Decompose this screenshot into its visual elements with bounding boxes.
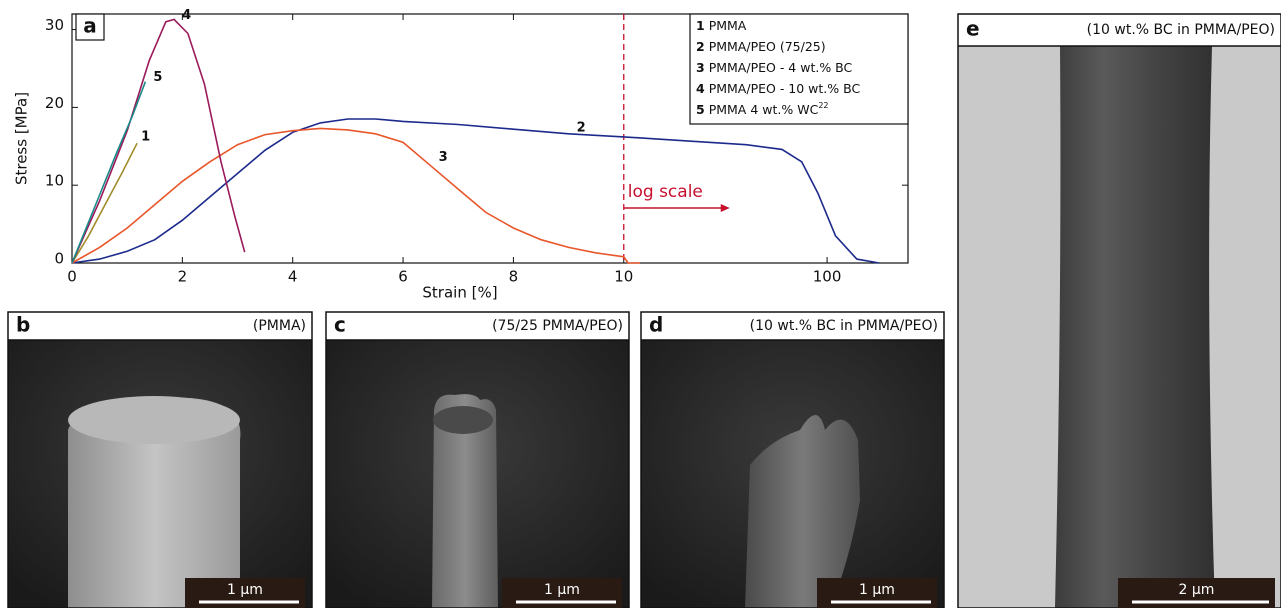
- legend-entry: 1 PMMA: [696, 18, 747, 33]
- legend-number: 1: [696, 18, 705, 33]
- x-tick-label: 0: [67, 268, 77, 286]
- image-e: [958, 46, 1281, 608]
- y-tick-label: 0: [54, 250, 64, 268]
- scale-label: 1 μm: [227, 582, 263, 598]
- x-tick-label: 8: [509, 268, 519, 286]
- series-line: [72, 128, 640, 263]
- log-scale-arrowhead: [721, 204, 730, 212]
- panel-title: (10 wt.% BC in PMMA/PEO): [750, 318, 938, 334]
- legend-name: PMMA/PEO - 10 wt.% BC: [709, 81, 861, 96]
- panel-title: (75/25 PMMA/PEO): [492, 318, 623, 334]
- legend-number: 4: [696, 81, 705, 96]
- y-axis-label: Stress [MPa]: [13, 92, 31, 185]
- x-tick-label: 100: [813, 268, 842, 286]
- panel-title: (PMMA): [253, 318, 306, 334]
- x-tick-label: 4: [288, 268, 298, 286]
- legend-entry: 4 PMMA/PEO - 10 wt.% BC: [696, 81, 860, 96]
- panel-letter: e: [966, 17, 980, 41]
- series-line: [72, 143, 137, 263]
- curve-label: 1: [141, 130, 150, 145]
- scale-label: 1 μm: [859, 582, 895, 598]
- image-c: [326, 340, 629, 608]
- log-scale-label: log scale: [628, 182, 703, 202]
- x-tick-label: 2: [178, 268, 188, 286]
- curve-label: 5: [153, 70, 162, 85]
- panel-letter: d: [649, 313, 663, 337]
- panel-letter: a: [83, 14, 97, 38]
- series-line: [72, 119, 879, 263]
- curve-label: 2: [577, 120, 586, 135]
- legend-ref: 22: [818, 101, 828, 110]
- y-tick-label: 20: [45, 94, 64, 112]
- legend-name: PMMA/PEO (75/25): [709, 39, 826, 54]
- curve-label: 4: [182, 8, 191, 23]
- curve-label: 3: [439, 150, 448, 165]
- panel-letter: c: [334, 313, 346, 337]
- y-tick-label: 10: [45, 172, 64, 190]
- x-axis-label: Strain [%]: [422, 284, 497, 302]
- legend-number: 3: [696, 60, 705, 75]
- legend-entry: 3 PMMA/PEO - 4 wt.% BC: [696, 60, 853, 75]
- legend-name: PMMA 4 wt.% WC: [709, 102, 819, 117]
- legend-name: PMMA: [709, 18, 747, 33]
- series-line: [72, 82, 145, 263]
- legend-name: PMMA/PEO - 4 wt.% BC: [709, 60, 853, 75]
- y-tick-label: 30: [45, 16, 64, 34]
- scale-label: 2 μm: [1179, 582, 1215, 598]
- x-tick-label: 6: [398, 268, 408, 286]
- panel-letter: b: [16, 313, 30, 337]
- figure: 0 10 20 30 0 2 4 6 8 10 100 Strain [%] Stress [MPa] l…: [0, 0, 1281, 608]
- scale-label: 1 μm: [544, 582, 580, 598]
- legend-entry: 2 PMMA/PEO (75/25): [696, 39, 826, 54]
- image-d: [641, 340, 944, 608]
- image-b: [8, 340, 312, 608]
- legend-entry: 5 PMMA 4 wt.% WC22: [696, 101, 829, 117]
- legend-number: 5: [696, 102, 705, 117]
- legend-number: 2: [696, 39, 705, 54]
- panel-title: (10 wt.% BC in PMMA/PEO): [1087, 22, 1275, 38]
- series-line: [72, 19, 245, 263]
- x-tick-label: 10: [614, 268, 633, 286]
